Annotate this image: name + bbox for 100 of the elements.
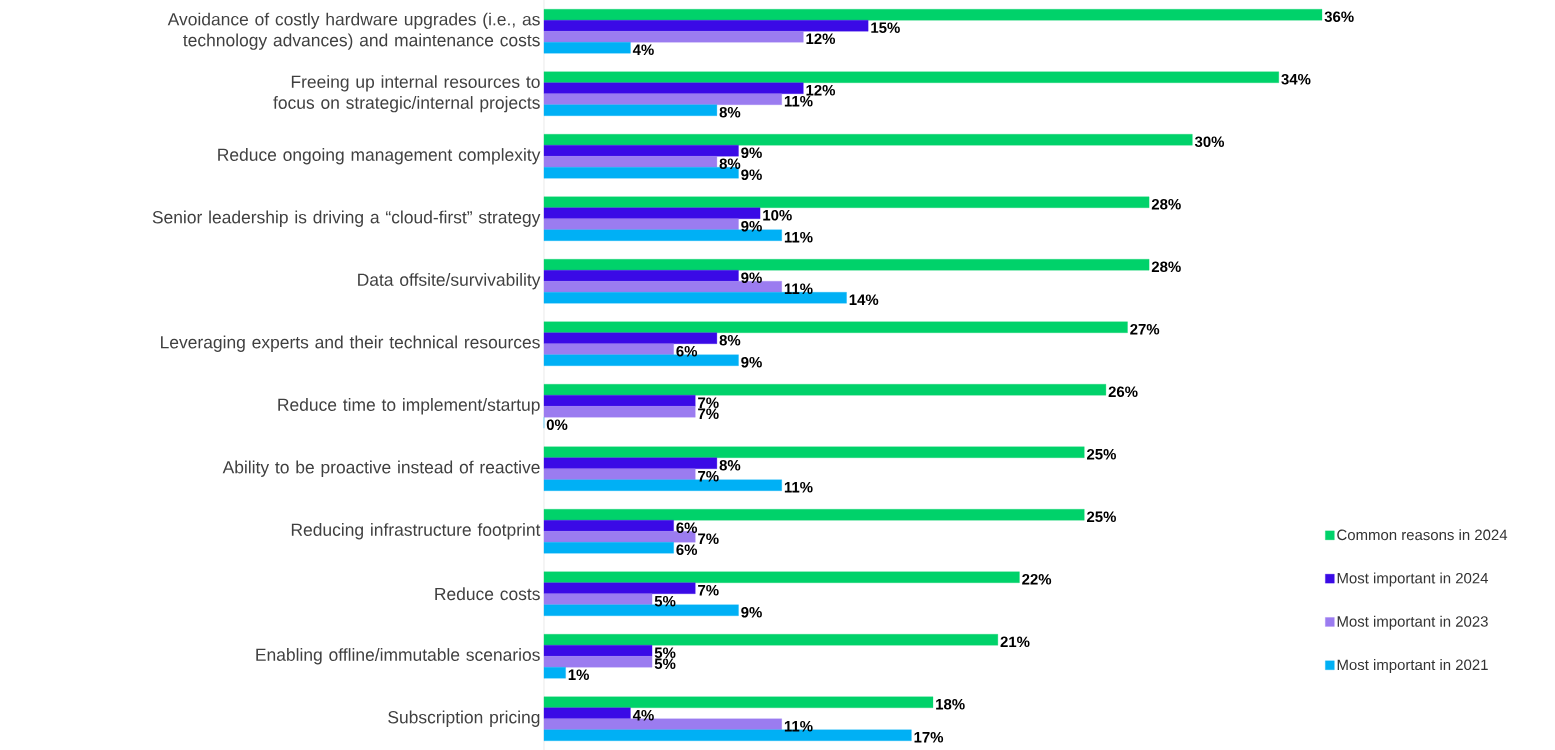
bar (543, 104, 718, 116)
bar (543, 542, 674, 554)
bar (543, 9, 1323, 21)
data-label: 9% (741, 606, 762, 618)
data-label: 5% (654, 595, 676, 607)
bar (543, 468, 696, 480)
bar (543, 582, 696, 594)
bar (543, 321, 1128, 333)
y-tick-label: Reducing infrastructure footprint (291, 523, 541, 540)
bar (543, 384, 1107, 396)
data-label: 22% (1022, 573, 1052, 585)
bar (543, 593, 653, 605)
bar (543, 82, 804, 94)
data-label: 8% (719, 158, 741, 170)
data-label: 25% (1087, 511, 1116, 523)
bar (543, 395, 696, 407)
data-label: 12% (806, 84, 836, 96)
legend-label: Most important in 2024 (1337, 572, 1489, 587)
data-label: 18% (936, 698, 965, 710)
data-label: 11% (784, 231, 813, 243)
data-label: 17% (914, 732, 944, 743)
data-label: 28% (1151, 198, 1181, 210)
data-label: 6% (676, 544, 698, 556)
data-label: 12% (806, 33, 836, 45)
data-label: 9% (741, 356, 762, 368)
bar (543, 520, 674, 532)
data-label: 27% (1130, 323, 1160, 335)
data-label: 6% (676, 522, 698, 534)
data-label: 1% (568, 669, 590, 680)
bar (543, 343, 674, 355)
data-label: 11% (784, 482, 813, 493)
bar (543, 696, 934, 708)
bar (543, 145, 739, 157)
bar (543, 20, 869, 32)
data-label: 36% (1324, 11, 1354, 23)
data-label: 10% (763, 209, 792, 221)
y-tick-label: Senior leadership is driving a “cloud-first” strategy (152, 210, 541, 227)
data-label: 11% (784, 283, 813, 294)
data-label: 26% (1108, 386, 1138, 398)
bar (543, 292, 847, 304)
bar (543, 707, 631, 719)
data-label: 7% (698, 585, 719, 596)
legend-label: Most important in 2023 (1337, 615, 1488, 630)
y-tick-label: Reduce costs (435, 587, 540, 601)
bar (543, 446, 1085, 458)
data-label: 15% (871, 22, 900, 34)
bar (543, 270, 739, 282)
y-tick-label: Avoidance of costly hardware upgrades (i.e., as technology advances) and maintenance costs (167, 12, 540, 50)
data-label: 9% (741, 147, 762, 159)
bar (543, 332, 718, 344)
bar (543, 31, 804, 43)
bar (543, 134, 1193, 146)
bar (543, 71, 1279, 83)
bar (543, 218, 739, 230)
data-label: 30% (1194, 136, 1225, 148)
y-tick-label: Freeing up internal resources to focus on strategic/internal projects (273, 75, 540, 113)
y-tick-label: Reduce time to implement/startup (278, 398, 540, 415)
legend-label: Most important in 2021 (1337, 659, 1488, 674)
data-label: 6% (676, 345, 698, 357)
bar (543, 259, 1150, 271)
bar (543, 93, 782, 105)
data-label: 4% (632, 44, 654, 55)
data-label: 34% (1281, 73, 1311, 85)
data-label: 14% (849, 294, 879, 305)
y-tick-label: Leveraging experts and their technical resources (161, 335, 540, 352)
y-tick-label: Ability to be proactive instead of reactive (222, 460, 540, 477)
bar (543, 656, 653, 668)
data-label: 0% (546, 419, 568, 431)
bar (543, 645, 653, 657)
bar (543, 634, 998, 646)
data-label: 5% (654, 658, 676, 670)
data-label: 11% (784, 95, 813, 107)
data-label: 5% (654, 647, 676, 659)
bar (543, 457, 718, 469)
bar (543, 167, 739, 179)
y-tick-label: Subscription pricing (388, 710, 540, 727)
data-label: 8% (719, 459, 741, 471)
data-label: 7% (698, 408, 719, 419)
data-label: 8% (719, 334, 741, 346)
data-label: 28% (1151, 261, 1181, 273)
data-label: 7% (698, 397, 719, 408)
bar (543, 42, 631, 54)
data-label: 9% (741, 220, 762, 232)
bar (543, 156, 718, 168)
data-label: 21% (1000, 636, 1030, 648)
bar (543, 509, 1085, 521)
legend-label: Common reasons in 2024 (1337, 529, 1508, 541)
data-label: 8% (719, 106, 741, 118)
data-label: 9% (741, 169, 762, 181)
data-label: 4% (632, 710, 654, 721)
y-tick-label: Reduce ongoing management complexity (218, 148, 541, 165)
data-label: 25% (1087, 448, 1116, 460)
bar (543, 667, 566, 679)
data-label: 11% (784, 721, 813, 732)
y-tick-label: Data offsite/survivability (358, 273, 541, 290)
data-label: 7% (698, 471, 719, 482)
bar (543, 196, 1150, 208)
data-label: 9% (741, 272, 762, 284)
bar (543, 571, 1020, 583)
bar (543, 406, 696, 418)
